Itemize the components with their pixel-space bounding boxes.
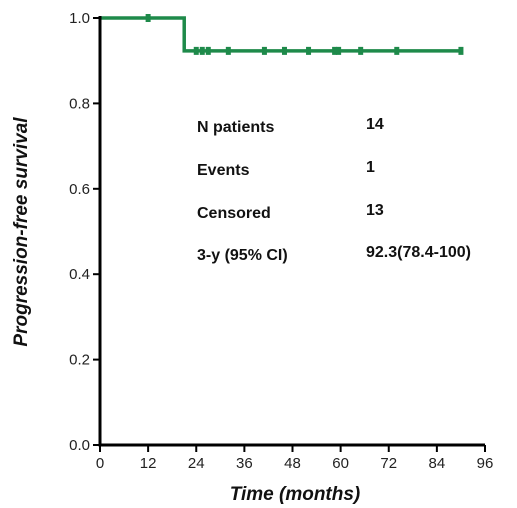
censor-mark xyxy=(145,14,151,22)
x-tick-label: 36 xyxy=(236,455,253,472)
stat-value: 92.3(78.4-100) xyxy=(366,244,471,261)
x-tick-label: 96 xyxy=(477,455,494,472)
x-tick-label: 84 xyxy=(429,455,446,472)
stat-label: Censored xyxy=(197,205,271,222)
censor-mark xyxy=(199,46,205,55)
censor-mark xyxy=(193,46,199,55)
plot-area xyxy=(100,14,464,55)
y-axis-ticks: 0.0 0.2 0.4 0.6 0.8 1.0 xyxy=(69,10,100,454)
x-tick-label: 24 xyxy=(188,455,205,472)
censor-mark xyxy=(358,46,364,55)
x-tick-label: 72 xyxy=(380,455,397,472)
censor-mark xyxy=(205,46,211,55)
censor-mark xyxy=(332,46,338,55)
y-tick-label: 0.2 xyxy=(69,352,90,369)
stat-value: 1 xyxy=(366,159,375,176)
stat-label: Events xyxy=(197,162,250,179)
censor-mark xyxy=(336,46,342,55)
y-tick-label: 0.0 xyxy=(69,437,90,454)
axes xyxy=(98,16,485,447)
x-tick-label: 48 xyxy=(284,455,301,472)
censor-mark xyxy=(225,46,231,55)
x-tick-label: 12 xyxy=(140,455,157,472)
censor-mark xyxy=(306,46,312,55)
stat-label: 3-y (95% CI) xyxy=(197,247,288,264)
x-tick-label: 0 xyxy=(96,455,104,472)
x-axis-title: Time (months) xyxy=(230,484,361,505)
stat-value: 13 xyxy=(366,202,384,219)
censor-mark xyxy=(394,46,400,55)
x-axis-ticks: 0 12 24 36 48 60 72 84 96 xyxy=(96,445,494,472)
y-tick-label: 1.0 xyxy=(69,10,90,27)
censor-mark xyxy=(261,46,267,55)
stat-value: 14 xyxy=(366,116,384,133)
censor-mark xyxy=(458,46,464,55)
survival-curve xyxy=(100,16,461,53)
stats-table: N patients 14 Events 1 Censored 13 3-y (95% CI… xyxy=(197,116,471,264)
y-tick-label: 0.4 xyxy=(69,266,90,283)
x-tick-label: 60 xyxy=(332,455,349,472)
y-tick-label: 0.8 xyxy=(69,95,90,112)
censor-mark xyxy=(281,46,287,55)
y-axis-title: Progression-free survival xyxy=(11,117,32,347)
stat-label: N patients xyxy=(197,119,274,136)
y-tick-label: 0.6 xyxy=(69,181,90,198)
